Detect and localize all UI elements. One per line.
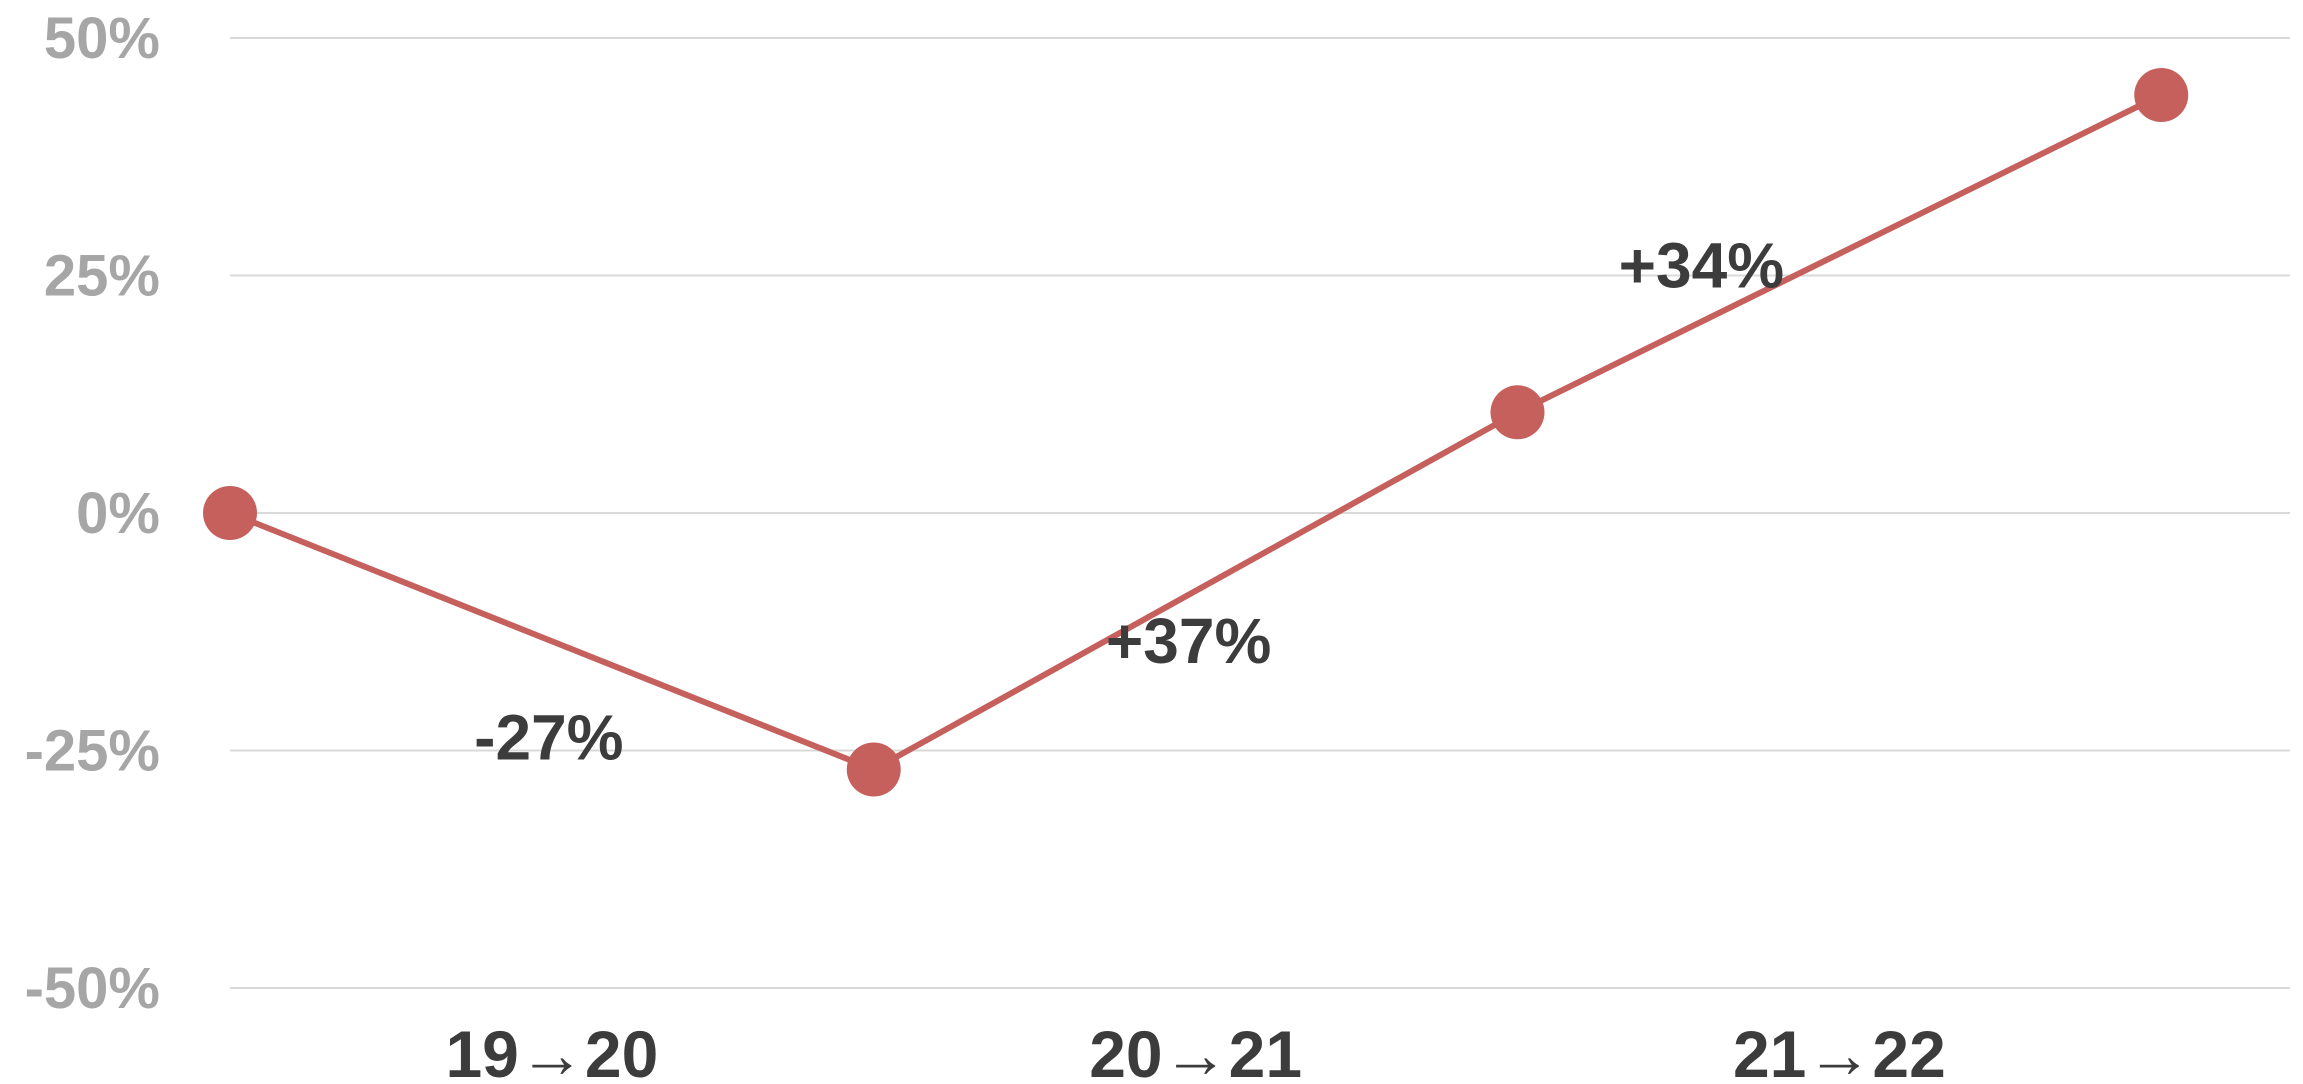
y-tick-label: 25% xyxy=(44,244,160,309)
data-labels: -27% +37% +34% xyxy=(474,230,1784,774)
data-point xyxy=(203,486,257,540)
y-tick-label: 0% xyxy=(76,481,160,546)
data-point xyxy=(846,742,901,797)
y-tick-label: 50% xyxy=(44,6,160,71)
y-tick-label: -50% xyxy=(25,956,160,1021)
gridlines xyxy=(230,37,2290,989)
y-tick-label: -25% xyxy=(25,719,160,784)
x-tick-label: 20→21 xyxy=(1089,1017,1302,1084)
data-label: -27% xyxy=(474,701,623,773)
data-point xyxy=(2134,68,2189,122)
series-line xyxy=(203,68,2189,797)
y-axis-ticks: 50% 25% 0% -25% -50% xyxy=(25,6,160,1021)
x-tick-label: 21→22 xyxy=(1733,1017,1946,1084)
series-polyline xyxy=(227,92,2165,773)
data-label: +34% xyxy=(1619,230,1784,302)
x-axis-ticks: 19→20 20→21 21→22 xyxy=(445,1017,1945,1084)
x-tick-label: 19→20 xyxy=(445,1017,658,1084)
data-label: +37% xyxy=(1106,605,1271,677)
data-point xyxy=(1490,385,1545,440)
